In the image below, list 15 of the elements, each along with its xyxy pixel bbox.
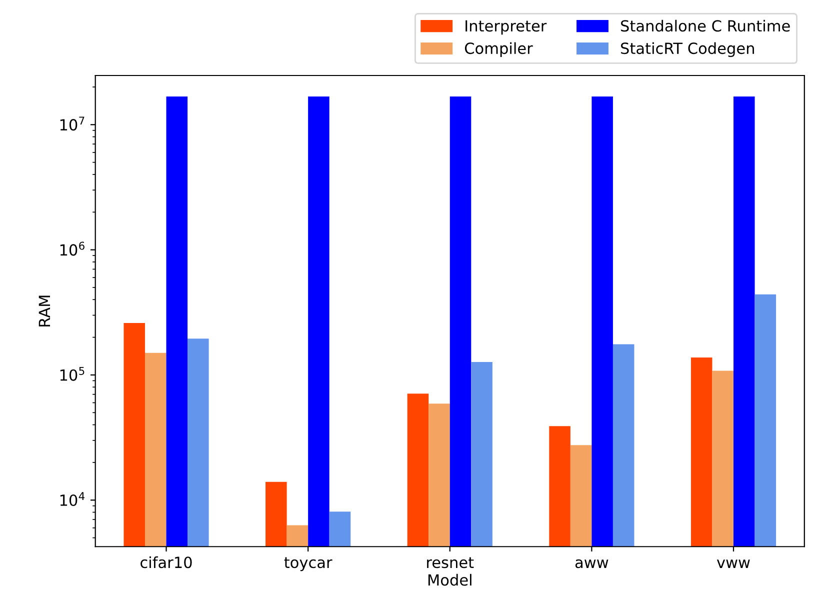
x-tick-label: vww: [716, 560, 750, 568]
legend-label: Interpreter: [466, 20, 547, 35]
y-tick-label: 10$^{6}$: [60, 242, 84, 256]
y-tick-label: 10$^{5}$: [60, 367, 84, 381]
y-tick-label: 10$^{4}$: [60, 492, 85, 506]
x-tick-label: resnet: [427, 557, 474, 568]
x-axis-title: Model: [428, 574, 472, 586]
legend-label: StaticRT Codegen: [621, 42, 754, 58]
legend-label: Compiler: [464, 42, 533, 58]
y-axis-title: RAM: [38, 296, 50, 326]
legend-label: Standalone C Runtime: [621, 20, 790, 32]
x-tick-label: cifar10: [140, 556, 192, 568]
y-tick-label: 10$^{7}$: [60, 116, 84, 131]
x-tick-label: aww: [575, 559, 608, 568]
x-tick-label: toycar: [284, 557, 332, 572]
